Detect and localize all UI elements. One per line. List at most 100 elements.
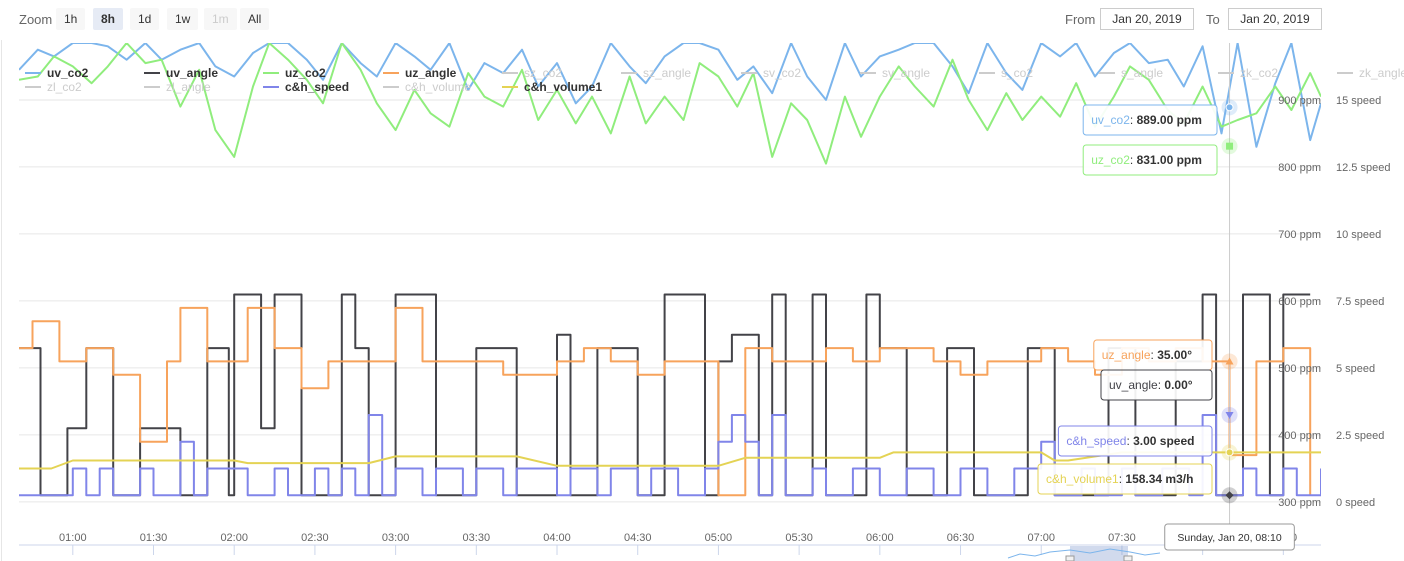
legend-label: uz_co2 — [285, 66, 326, 80]
navigator-selection[interactable] — [1070, 546, 1128, 561]
chart-axes: 300 ppm 0 speed 400 ppm 2.5 speed 500 ppm 5 s… — [1, 40, 1390, 561]
tooltip-series-name: uv_angle — [1109, 378, 1158, 392]
x-tick-label: 01:00 — [59, 532, 87, 544]
hover-marker — [1225, 448, 1234, 457]
tooltip-layer: uv_co2: 889.00 ppm uz_co2: 831.00 ppm uz_a… — [1037, 43, 1295, 551]
legend-item-uz-co2[interactable]: uz_co2 — [263, 66, 326, 80]
x-tick-label: 03:00 — [382, 532, 410, 544]
legend-label: sv_angle — [882, 66, 930, 80]
legend-label: sz_angle — [643, 66, 691, 80]
tooltip-separator: : — [1119, 472, 1126, 486]
legend-label: sv_co2 — [763, 66, 801, 80]
tooltip-text: c&h_speed: 3.00 speed — [1066, 434, 1194, 448]
y-tick-label-ppm: 800 ppm — [1278, 162, 1321, 174]
tooltip-value: 35.00° — [1157, 348, 1192, 362]
legend-label: c&h_volume1 — [524, 80, 602, 94]
tooltip-text: uz_co2: 831.00 ppm — [1091, 153, 1202, 167]
to-label: To — [1206, 12, 1220, 27]
tooltip-separator: : — [1130, 153, 1137, 167]
tooltip-uv-angle: uv_angle: 0.00° — [1100, 369, 1238, 504]
hover-marker — [1225, 411, 1234, 419]
navigator-handle-right[interactable] — [1123, 555, 1133, 561]
hover-marker — [1226, 142, 1234, 150]
y-tick-label-ppm: 500 ppm — [1278, 363, 1321, 375]
x-tick-label: 04:00 — [543, 532, 571, 544]
x-tick-label: 03:30 — [463, 532, 491, 544]
legend-label: uz_angle — [405, 66, 457, 80]
legend-item-sv-angle[interactable]: sv_angle — [860, 66, 930, 80]
tooltip-text: uv_angle: 0.00° — [1109, 378, 1193, 392]
x-tick-label: 04:30 — [624, 532, 652, 544]
legend-item-candh-volume[interactable]: c&h_volume — [383, 80, 471, 94]
zoom-all-button[interactable]: All — [240, 8, 270, 30]
legend-item-zl-co2[interactable]: zl_co2 — [25, 80, 82, 94]
tooltip-value: 158.34 m3/h — [1125, 472, 1193, 486]
legend-label: c&h_speed — [285, 80, 349, 94]
legend-item-sz-angle[interactable]: sz_angle — [621, 66, 691, 80]
y-tick-label-ppm: 300 ppm — [1278, 497, 1321, 509]
x-tick-label: 07:30 — [1108, 532, 1136, 544]
legend-item-uv-angle[interactable]: uv_angle — [144, 66, 218, 80]
y-tick-label-ppm: 700 ppm — [1278, 229, 1321, 241]
x-tick-label: 07:00 — [1027, 532, 1055, 544]
range-navigator[interactable] — [1007, 546, 1161, 561]
zoom-8h-button[interactable]: 8h — [93, 8, 124, 30]
hover-marker — [1225, 491, 1234, 500]
y-tick-label-speed: 5 speed — [1336, 363, 1375, 375]
legend-label: s_co2 — [1001, 66, 1033, 80]
from-date-input[interactable] — [1100, 8, 1194, 30]
legend-item-zl-angle[interactable]: zl_angle — [144, 80, 211, 94]
tooltip-text: uv_co2: 889.00 ppm — [1091, 113, 1202, 127]
legend-item-candh-speed[interactable]: c&h_speed — [263, 80, 349, 94]
legend-item-sv-co2[interactable]: sv_co2 — [741, 66, 801, 80]
tooltip-box — [1082, 104, 1218, 136]
tooltip-value: 889.00 ppm — [1137, 113, 1202, 127]
tooltip-text: c&h_volume1: 158.34 m3/h — [1046, 472, 1193, 486]
tooltip-uz-co2: uz_co2: 831.00 ppm — [1082, 138, 1238, 176]
legend-label: sz_co2 — [524, 66, 562, 80]
tooltip-separator: : — [1158, 378, 1165, 392]
tooltip-value: 831.00 ppm — [1137, 153, 1202, 167]
legend-item-sz-co2[interactable]: sz_co2 — [502, 66, 562, 80]
legend-label: c&h_volume — [405, 80, 471, 94]
y-tick-label-ppm: 900 ppm — [1278, 95, 1321, 107]
hover-marker — [1225, 357, 1234, 365]
series-line-candh-volume1 — [19, 451, 1321, 470]
y-tick-label-ppm: 600 ppm — [1278, 296, 1321, 308]
legend-item-s-co2[interactable]: s_co2 — [979, 66, 1033, 80]
series-line-candh-speed — [19, 414, 1321, 497]
legend-label: zl_co2 — [47, 80, 82, 94]
tooltip-uv-co2: uv_co2: 889.00 ppm — [1082, 99, 1238, 136]
legend-item-candh-volume1[interactable]: c&h_volume1 — [502, 80, 602, 94]
tooltip-box — [1100, 369, 1213, 401]
zoom-1d-button[interactable]: 1d — [130, 8, 160, 30]
legend-item-uv-co2[interactable]: uv_co2 — [25, 66, 89, 80]
tooltip-value: 0.00° — [1164, 378, 1192, 392]
x-tick-label: 01:30 — [140, 532, 168, 544]
zoom-1w-button[interactable]: 1w — [167, 8, 199, 30]
legend-item-s-angle[interactable]: s_angle — [1099, 66, 1163, 80]
chart-legend: uv_co2 uv_angle uz_co2 uz_angle sz_co2 sz_ang… — [25, 66, 1404, 94]
x-tick-label: 02:30 — [301, 532, 329, 544]
tooltip-series-name: uv_co2 — [1091, 113, 1130, 127]
from-label: From — [1065, 12, 1096, 27]
tooltip-value: 3.00 speed — [1133, 434, 1194, 448]
y-tick-label-speed: 2.5 speed — [1336, 430, 1384, 442]
x-tick-label: 05:30 — [785, 532, 813, 544]
y-tick-label-ppm: 400 ppm — [1278, 430, 1321, 442]
legend-item-uz-angle[interactable]: uz_angle — [383, 66, 457, 80]
zoom-1h-button[interactable]: 1h — [56, 8, 86, 30]
legend-item-zk-angle[interactable]: zk_angle — [1337, 66, 1404, 80]
legend-label: zk_co2 — [1240, 66, 1278, 80]
y-tick-label-speed: 12.5 speed — [1336, 162, 1390, 174]
navigator-handle-left[interactable] — [1065, 555, 1075, 561]
y-tick-label-speed: 10 speed — [1336, 229, 1381, 241]
legend-item-zk-co2[interactable]: zk_co2 — [1218, 66, 1278, 80]
tooltip-box — [1037, 463, 1213, 495]
to-date-input[interactable] — [1228, 8, 1322, 30]
zoom-1m-button: 1m — [204, 8, 237, 30]
chart-toolbar: Zoom 1h 8h 1d 1w 1m All From To — [0, 0, 1404, 40]
tooltip-box — [1082, 144, 1218, 176]
series-line-uz-co2 — [19, 43, 1321, 165]
